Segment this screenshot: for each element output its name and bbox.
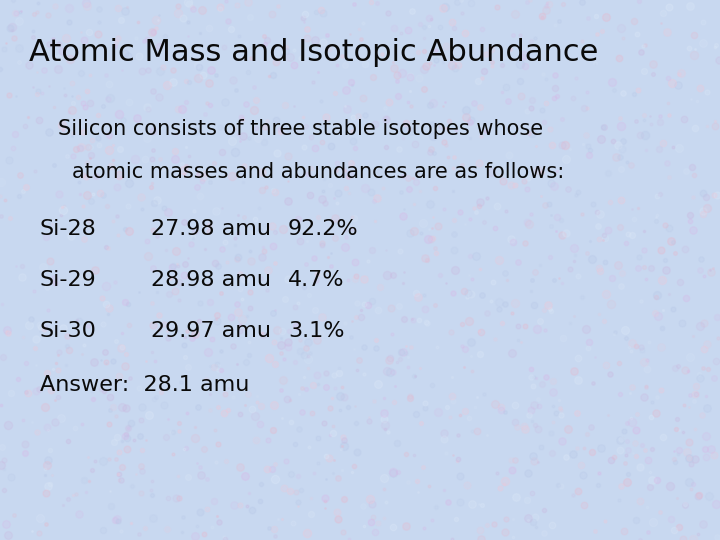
Text: Silicon consists of three stable isotopes whose: Silicon consists of three stable isotope… — [58, 119, 543, 139]
Text: 4.7%: 4.7% — [288, 270, 344, 290]
Text: 28.98 amu: 28.98 amu — [151, 270, 271, 290]
Text: 92.2%: 92.2% — [288, 219, 359, 239]
Text: 3.1%: 3.1% — [288, 321, 344, 341]
Text: Si-30: Si-30 — [40, 321, 96, 341]
Text: 27.98 amu: 27.98 amu — [151, 219, 271, 239]
Text: Answer:  28.1 amu: Answer: 28.1 amu — [40, 375, 249, 395]
Text: Si-28: Si-28 — [40, 219, 96, 239]
Text: Atomic Mass and Isotopic Abundance: Atomic Mass and Isotopic Abundance — [29, 38, 598, 67]
Text: Si-29: Si-29 — [40, 270, 96, 290]
Text: 29.97 amu: 29.97 amu — [151, 321, 271, 341]
Text: atomic masses and abundances are as follows:: atomic masses and abundances are as foll… — [72, 162, 564, 182]
